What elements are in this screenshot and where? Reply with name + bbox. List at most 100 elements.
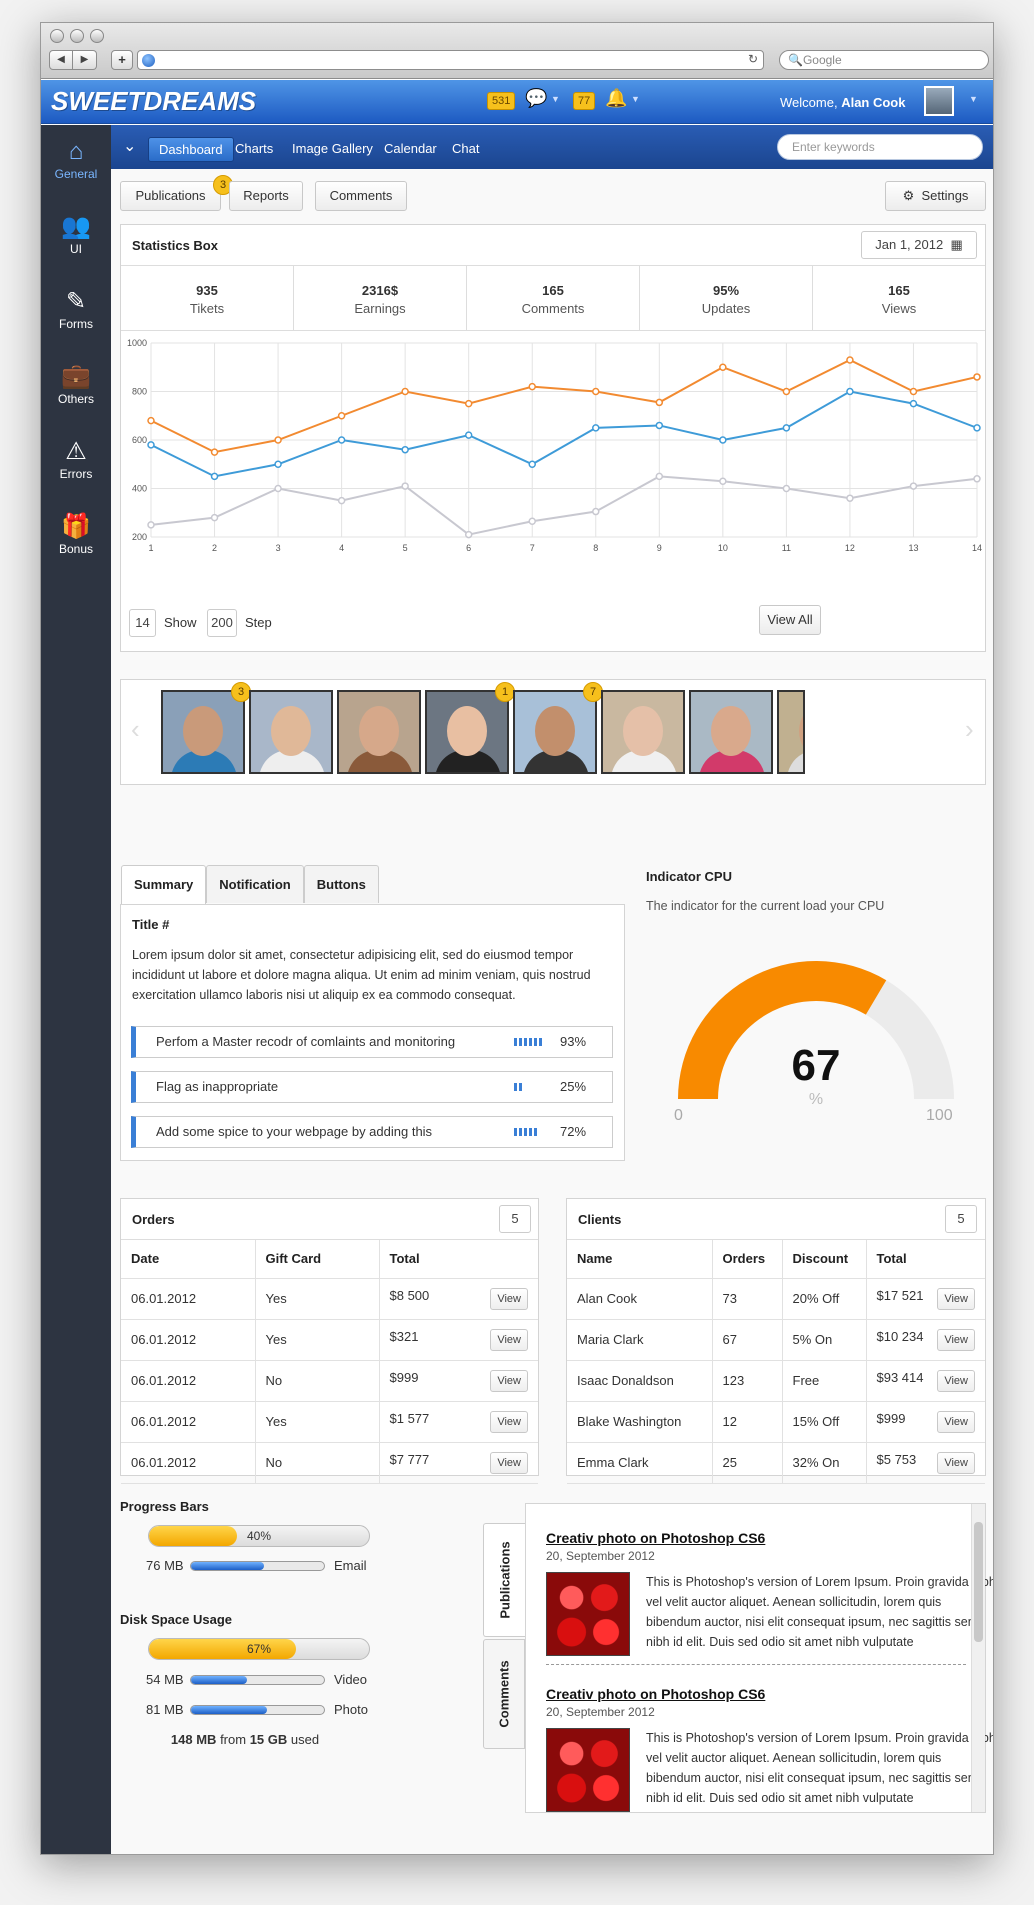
warning-icon: ⚠ — [65, 438, 87, 465]
tab-dashboard[interactable]: Dashboard — [148, 137, 234, 162]
sidebar-item-ui[interactable]: 👥 UI — [41, 200, 111, 275]
post-title[interactable]: Creativ photo on Photoshop CS6 — [546, 1530, 766, 1546]
comments-button[interactable]: Comments — [315, 181, 407, 211]
back-button[interactable]: ◀ — [49, 50, 73, 70]
view-all-button[interactable]: View All — [759, 605, 821, 635]
search-placeholder: Enter keywords — [792, 140, 875, 154]
view-button[interactable]: View — [490, 1451, 528, 1474]
cell-value: 5% On — [792, 1332, 833, 1347]
orders-count[interactable]: 5 — [499, 1205, 531, 1233]
search-input[interactable]: Enter keywords — [777, 134, 983, 160]
post-thumbnail[interactable] — [546, 1572, 630, 1656]
x-tick-label: 12 — [845, 543, 855, 553]
cell-value: 20% Off — [792, 1291, 840, 1306]
data-point — [909, 399, 918, 408]
date-picker[interactable]: Jan 1, 2012 ▦ — [861, 231, 977, 259]
table-cell: 06.01.2012 — [121, 1401, 256, 1443]
tab-summary[interactable]: Summary — [121, 865, 207, 905]
view-button[interactable]: View — [937, 1328, 975, 1351]
post-thumbnail[interactable] — [546, 1728, 630, 1812]
view-button[interactable]: View — [490, 1287, 528, 1310]
view-button[interactable]: View — [490, 1328, 528, 1351]
minimize-window-button[interactable] — [70, 29, 84, 43]
gallery-photo[interactable] — [337, 690, 421, 774]
scrollbar[interactable] — [971, 1504, 985, 1812]
cell-value: Maria Clark — [577, 1332, 644, 1347]
tab-image-gallery[interactable]: Image Gallery — [292, 141, 373, 156]
chevron-down-icon[interactable]: ▼ — [631, 94, 640, 104]
email-usage-bar — [190, 1561, 325, 1571]
app-logo[interactable]: SWEETDREAMS — [51, 86, 257, 116]
view-button[interactable]: View — [937, 1451, 975, 1474]
cell-value: Yes — [265, 1332, 287, 1347]
forward-button[interactable]: ▶ — [73, 50, 97, 70]
chevron-down-icon[interactable]: ⌄ — [123, 138, 137, 155]
settings-button[interactable]: ⚙ Settings — [885, 181, 986, 211]
bell-icon[interactable]: 🔔 — [605, 88, 628, 108]
close-window-button[interactable] — [50, 29, 64, 43]
step-input[interactable]: 200 — [207, 609, 237, 637]
sidebar-item-errors[interactable]: ⚠ Errors — [41, 425, 111, 500]
column-header[interactable]: Date — [121, 1240, 256, 1279]
tab-calendar[interactable]: Calendar — [384, 141, 437, 156]
chevron-down-icon[interactable]: ▼ — [551, 94, 560, 104]
table-cell: Emma Clark — [567, 1442, 713, 1484]
gallery-photo[interactable] — [689, 690, 773, 774]
sidebar-item-forms[interactable]: ✎ Forms — [41, 275, 111, 350]
sidebar-item-general[interactable]: ⌂ General — [41, 125, 111, 200]
zoom-window-button[interactable] — [90, 29, 104, 43]
address-bar[interactable]: ↻ — [137, 50, 764, 70]
tab-comments[interactable]: Comments — [483, 1639, 525, 1749]
reload-icon[interactable]: ↻ — [747, 52, 758, 66]
user-name[interactable]: Alan Cook — [841, 95, 906, 110]
table-cell: 15% Off — [782, 1401, 867, 1443]
view-button[interactable]: View — [490, 1369, 528, 1392]
data-point — [592, 424, 600, 432]
data-point — [782, 387, 791, 396]
gallery-photo[interactable] — [601, 690, 685, 774]
browser-search-input[interactable]: 🔍Google — [779, 50, 989, 70]
tab-chat[interactable]: Chat — [452, 141, 480, 156]
top-nav: ⌄ Dashboard Charts Image Gallery Calenda… — [111, 125, 993, 169]
column-header[interactable]: Discount — [782, 1240, 867, 1279]
sidebar-item-bonus[interactable]: 🎁 Bonus — [41, 500, 111, 575]
column-header[interactable]: Total — [379, 1240, 538, 1279]
reports-button[interactable]: Reports — [229, 181, 303, 211]
view-button[interactable]: View — [937, 1369, 975, 1392]
new-tab-button[interactable]: + — [111, 50, 133, 70]
gallery-photo[interactable] — [425, 690, 509, 774]
show-count-input[interactable]: 14 — [129, 609, 156, 637]
body-shape — [523, 750, 589, 772]
tab-buttons[interactable]: Buttons — [303, 865, 379, 903]
chevron-right-icon[interactable]: › — [965, 714, 974, 744]
avatar[interactable] — [924, 86, 954, 116]
tab-charts[interactable]: Charts — [235, 141, 274, 156]
task-row[interactable]: Add some spice to your webpage by adding… — [131, 1116, 613, 1148]
column-header[interactable]: Total — [866, 1240, 985, 1279]
chevron-left-icon[interactable]: ‹ — [131, 714, 140, 744]
column-header[interactable]: Orders — [712, 1240, 783, 1279]
gallery-photo[interactable] — [161, 690, 245, 774]
tab-notification[interactable]: Notification — [206, 865, 304, 903]
view-button[interactable]: View — [490, 1410, 528, 1433]
post-title[interactable]: Creativ photo on Photoshop CS6 — [546, 1686, 766, 1702]
chevron-down-icon[interactable]: ▼ — [969, 94, 978, 104]
gallery-photo[interactable] — [777, 690, 805, 774]
scrollbar-thumb[interactable] — [974, 1522, 983, 1642]
messages-icon[interactable]: 💬 — [525, 88, 548, 108]
publications-button[interactable]: Publications — [120, 181, 221, 211]
column-header[interactable]: Gift Card — [255, 1240, 380, 1279]
gallery-photo[interactable] — [513, 690, 597, 774]
view-button[interactable]: View — [937, 1410, 975, 1433]
face-shape — [183, 706, 223, 756]
table-cell: $321 View — [379, 1319, 538, 1361]
tab-publications[interactable]: Publications — [483, 1523, 525, 1637]
task-row[interactable]: Perfom a Master recodr of comlaints and … — [131, 1026, 613, 1058]
task-row[interactable]: Flag as inappropriate 25% — [131, 1071, 613, 1103]
table-cell: $8 500 View — [379, 1278, 538, 1320]
clients-count[interactable]: 5 — [945, 1205, 977, 1233]
column-header[interactable]: Name — [567, 1240, 713, 1279]
sidebar-item-others[interactable]: 💼 Others — [41, 350, 111, 425]
gallery-photo[interactable] — [249, 690, 333, 774]
view-button[interactable]: View — [937, 1287, 975, 1310]
